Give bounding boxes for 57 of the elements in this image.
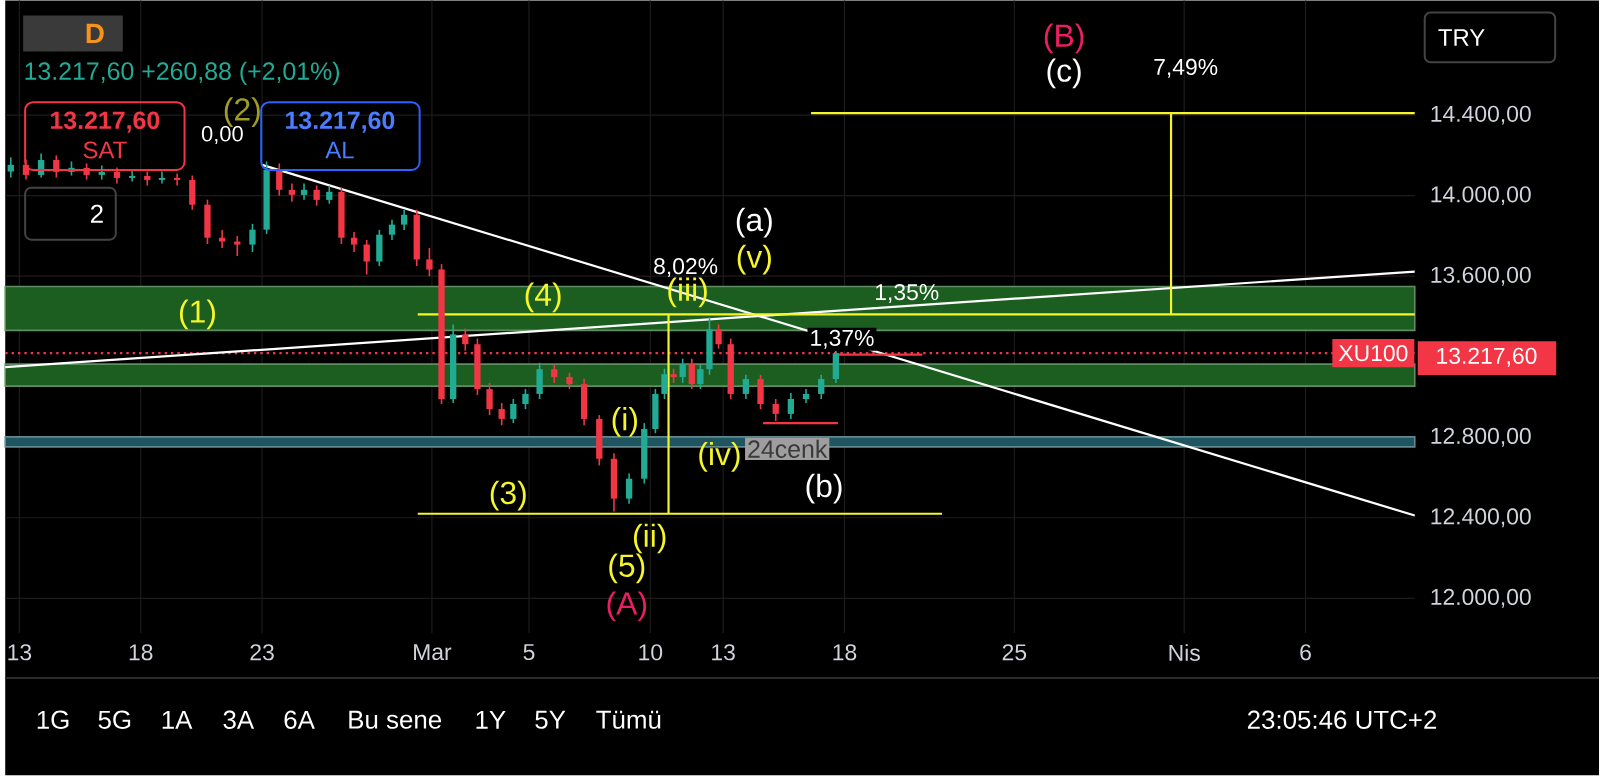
annotation: (i) [612,407,637,437]
annotation: (b) [806,474,842,504]
text: 1A [162,711,193,729]
annotation: (5) [609,553,645,584]
annotation: 2 [90,204,103,224]
annotation: 13.217,60 [51,111,160,133]
annotation: 8,02% [654,258,718,278]
annotation: (v) [737,244,771,275]
x-tick-label: 13 [712,644,735,661]
annotation: 13.217,60 [286,111,395,133]
text: 1Y [476,711,506,729]
y-tick-label: 13.600,00 [1431,266,1531,286]
annotation: 13.217,60 +260,88 (+2,01%) [25,61,340,86]
x-tick-label: 6 [1300,644,1311,661]
x-tick-label: 5 [523,644,535,661]
x-tick-label: Mar [414,644,452,661]
text: 5G [98,710,131,730]
y-tick-label: 12.000,00 [1431,589,1531,608]
annotation: 0,00 [201,126,243,145]
x-tick-label: Nis [1169,644,1200,662]
annotation: (a) [736,208,772,238]
annotation: SAT [83,141,127,159]
annotation: (1) [179,299,215,330]
text: Tümü [596,710,661,730]
text: 5Y [535,710,566,730]
text: 6A [284,710,315,730]
y-tick-label: 14.400,00 [1431,105,1531,125]
text: 13.217,60 [1437,347,1537,367]
x-tick-label: 23 [250,644,274,661]
text: TRY [1438,29,1485,46]
annotation: 1,35% [875,284,939,304]
annotation: AL [325,142,354,159]
ref-line-label: XU100 [1338,345,1408,362]
y-tick-label: 12.400,00 [1431,508,1531,528]
x-tick-label: 18 [833,644,857,661]
text: 3A [223,710,255,730]
text: 23:05:46 UTC+2 [1247,710,1437,730]
annotation: 7,49% [1154,59,1218,78]
annotation: 1,37% [811,330,874,349]
x-tick-label: 13 [8,644,32,661]
annotation: D [86,24,104,44]
y-tick-label: 12.800,00 [1431,427,1531,447]
y-tick-label: 14.000,00 [1431,186,1531,206]
annotation: (ii) [633,523,666,554]
annotation: (B) [1044,23,1084,54]
annotation: (iv) [699,442,740,472]
text: 1G [37,710,69,730]
annotation: (A) [607,591,647,622]
annotation: (c) [1047,58,1081,89]
x-tick-label: 25 [1002,644,1027,661]
annotation: 24cenk [748,439,828,459]
annotation: (2) [224,97,260,128]
annotation: (3) [490,481,526,511]
text: Bu sene [349,710,442,730]
x-tick-label: 10 [639,644,663,661]
x-tick-label: 18 [129,644,153,661]
annotation: (4) [525,282,561,313]
